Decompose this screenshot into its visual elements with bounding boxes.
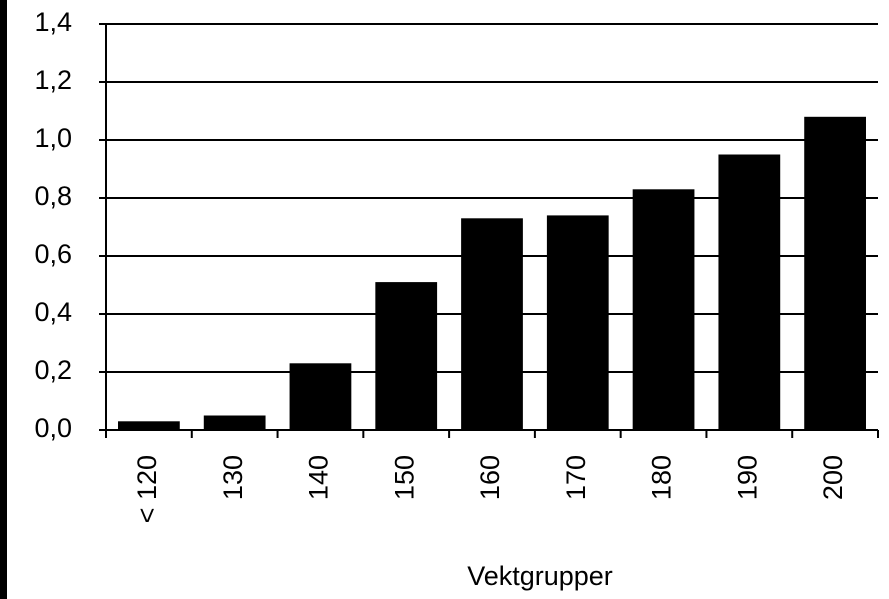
x-tick-label: < 120 (132, 455, 162, 523)
bar (718, 154, 781, 430)
y-tick-label: 1,2 (34, 65, 72, 95)
bar (203, 415, 266, 430)
bar (289, 363, 352, 430)
y-tick-label: 0,8 (34, 181, 72, 211)
bar (546, 215, 609, 430)
x-tick-label: 190 (732, 455, 762, 500)
bar (118, 421, 180, 430)
y-tick-label: 0,2 (34, 355, 72, 385)
y-tick-label: 1,0 (34, 123, 72, 153)
x-tick-label: 180 (647, 455, 677, 500)
y-tick-label: 0,6 (34, 239, 72, 269)
bar (375, 282, 438, 430)
y-tick-label: 0,0 (34, 413, 72, 443)
frame-border (0, 0, 7, 599)
x-tick-label: 200 (818, 455, 848, 500)
x-axis-label: Vektgrupper (467, 561, 613, 591)
bar (461, 218, 523, 430)
bar (804, 116, 866, 431)
x-tick-label: 140 (304, 455, 334, 500)
x-tick-label: 130 (218, 455, 248, 500)
y-tick-label: 0,4 (34, 297, 72, 327)
x-tick-label: 150 (389, 455, 419, 500)
x-tick-label: 170 (561, 455, 591, 500)
x-tick-label: 160 (475, 455, 505, 500)
y-tick-label: 1,4 (34, 7, 72, 37)
bar (632, 189, 695, 430)
